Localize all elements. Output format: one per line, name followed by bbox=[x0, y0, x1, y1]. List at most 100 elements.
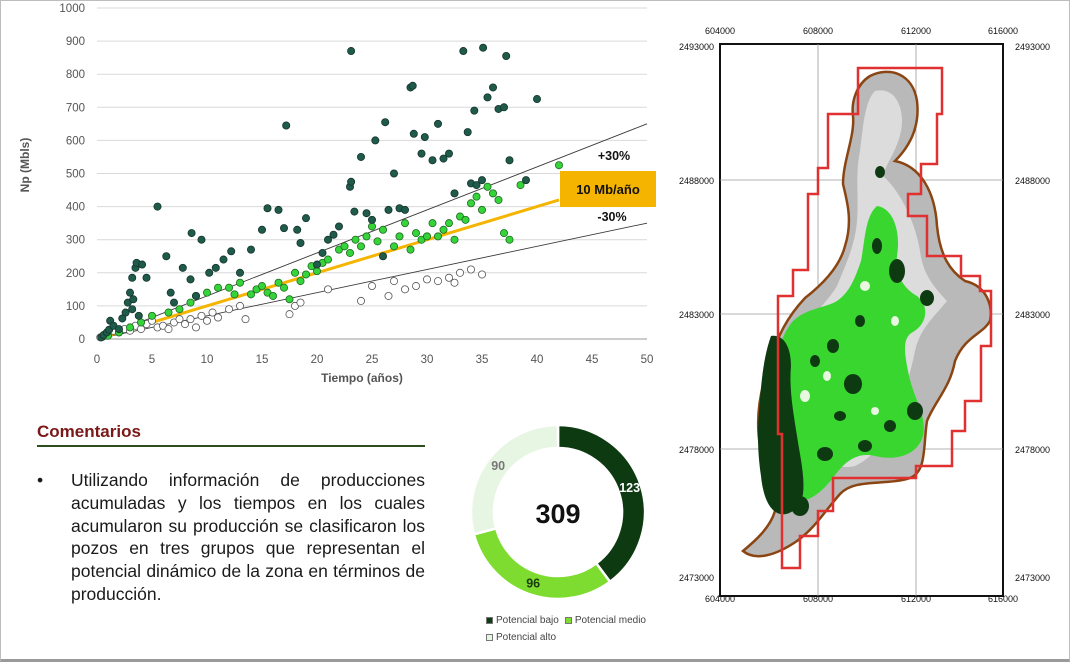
data-point bbox=[164, 325, 173, 334]
data-point bbox=[384, 291, 393, 300]
x-tick-label: 40 bbox=[531, 354, 544, 366]
comments-list: • Utilizando información de producciones… bbox=[37, 469, 425, 606]
annotation-plus30: +30% bbox=[598, 149, 630, 163]
data-point bbox=[191, 323, 200, 332]
map-x-tick: 616000 bbox=[988, 26, 1018, 36]
data-point bbox=[211, 263, 220, 272]
donut-slice bbox=[469, 423, 560, 536]
data-point bbox=[227, 247, 236, 256]
map-y-tick: 2473000 bbox=[1015, 573, 1050, 583]
data-point bbox=[472, 181, 481, 190]
map-x-ticks-top: 604000 608000 612000 616000 bbox=[705, 26, 1018, 36]
map-y-tick: 2478000 bbox=[1015, 445, 1050, 455]
data-point bbox=[115, 325, 124, 334]
data-point bbox=[389, 169, 398, 178]
comments-panel: Comentarios • Utilizando información de … bbox=[37, 422, 425, 606]
x-tick-label: 20 bbox=[311, 354, 324, 366]
data-point bbox=[257, 225, 266, 234]
data-point bbox=[142, 273, 151, 282]
data-point bbox=[439, 154, 448, 163]
data-point bbox=[126, 288, 135, 297]
data-point bbox=[296, 298, 305, 307]
donut-center-label: 309 bbox=[535, 499, 580, 529]
potential-donut-chart: 123 96 90 309 bbox=[469, 423, 647, 601]
data-point bbox=[263, 204, 272, 213]
data-point bbox=[555, 161, 564, 170]
x-tick-label: 45 bbox=[586, 354, 599, 366]
donut-legend: Potencial bajo Potencial medio Potencial… bbox=[486, 615, 666, 649]
data-point bbox=[350, 207, 359, 216]
y-tick-label: 400 bbox=[66, 202, 85, 214]
data-point bbox=[329, 230, 338, 239]
legend-row: Potencial bajo Potencial medio bbox=[486, 615, 666, 626]
data-point bbox=[477, 270, 486, 279]
data-point bbox=[459, 47, 468, 56]
data-point bbox=[400, 285, 409, 294]
data-point bbox=[164, 308, 173, 317]
data-point bbox=[345, 248, 354, 257]
data-point bbox=[411, 229, 420, 238]
data-point bbox=[533, 95, 542, 104]
legend-row: Potencial alto bbox=[486, 632, 666, 643]
data-point bbox=[367, 222, 376, 231]
map-light-spots bbox=[800, 281, 899, 415]
data-point bbox=[450, 235, 459, 244]
map-y-tick: 2488000 bbox=[1015, 176, 1050, 186]
data-point bbox=[522, 176, 531, 185]
data-point bbox=[433, 119, 442, 128]
data-point bbox=[340, 242, 349, 251]
y-tick-label: 1000 bbox=[59, 3, 85, 15]
data-point bbox=[455, 268, 464, 277]
data-point bbox=[408, 81, 417, 90]
data-point bbox=[246, 290, 255, 299]
data-point bbox=[118, 314, 127, 323]
donut-slice bbox=[472, 526, 612, 601]
data-point bbox=[197, 235, 206, 244]
map-y-tick: 2493000 bbox=[679, 42, 714, 52]
data-point bbox=[356, 296, 365, 305]
data-point bbox=[235, 301, 244, 310]
data-point bbox=[400, 219, 409, 228]
x-tick-label: 25 bbox=[366, 354, 379, 366]
data-point bbox=[312, 267, 321, 276]
bullet-icon: • bbox=[37, 470, 44, 490]
data-point bbox=[373, 237, 382, 246]
data-point bbox=[128, 305, 137, 314]
data-point bbox=[323, 285, 332, 294]
data-point bbox=[274, 278, 283, 287]
y-tick-label: 900 bbox=[66, 36, 85, 48]
data-point bbox=[466, 199, 475, 208]
data-point bbox=[499, 103, 508, 112]
map-x-tick: 616000 bbox=[988, 594, 1018, 604]
data-point bbox=[282, 121, 291, 130]
data-point bbox=[268, 291, 277, 300]
map-low-potential-zone bbox=[757, 335, 804, 515]
data-point bbox=[488, 83, 497, 92]
map-y-tick: 2483000 bbox=[679, 310, 714, 320]
data-point bbox=[461, 215, 470, 224]
comment-text: Utilizando información de producciones a… bbox=[71, 470, 425, 604]
data-point bbox=[389, 277, 398, 286]
data-point bbox=[213, 313, 222, 322]
map-x-tick: 612000 bbox=[901, 26, 931, 36]
data-point bbox=[356, 242, 365, 251]
data-point bbox=[241, 315, 250, 324]
data-point bbox=[296, 277, 305, 286]
map-y-tick: 2493000 bbox=[1015, 42, 1050, 52]
data-point bbox=[166, 288, 175, 297]
data-point bbox=[483, 93, 492, 102]
data-point bbox=[384, 205, 393, 214]
data-point bbox=[202, 316, 211, 325]
data-point bbox=[479, 43, 488, 52]
data-point bbox=[279, 283, 288, 292]
data-point bbox=[169, 298, 178, 307]
data-point bbox=[162, 252, 171, 261]
donut-value-label: 123 bbox=[619, 481, 640, 495]
data-point bbox=[502, 51, 511, 60]
data-point bbox=[219, 255, 228, 264]
data-point bbox=[395, 232, 404, 241]
data-point bbox=[334, 222, 343, 231]
map-x-tick: 608000 bbox=[803, 26, 833, 36]
y-tick-label: 800 bbox=[66, 69, 85, 81]
